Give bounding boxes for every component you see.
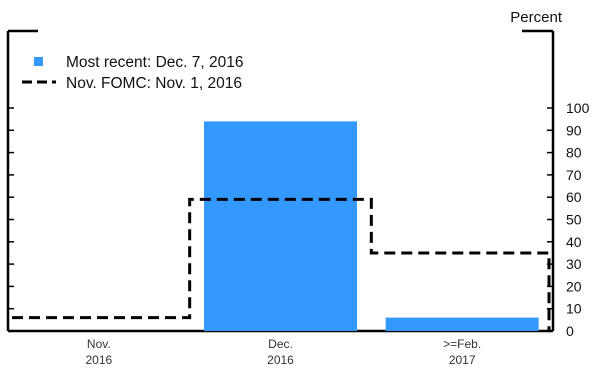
y-tick-label-0: 0 <box>566 323 574 339</box>
category-label-1-line-0: Dec. <box>268 337 293 351</box>
category-labels: Nov. 2016 Dec. 2016 >=Feb. 2017 <box>85 337 481 367</box>
y-tick-label-20: 20 <box>566 278 582 294</box>
legend-swatch-most-recent <box>34 57 43 66</box>
category-label-0-line-0: Nov. <box>87 337 111 351</box>
legend: Most recent: Dec. 7, 2016 Nov. FOMC: Nov… <box>22 54 243 92</box>
category-label-2-line-0: >=Feb. <box>443 337 481 351</box>
y-tick-label-60: 60 <box>566 189 582 205</box>
y-tick-label-90: 90 <box>566 122 582 138</box>
bar-2 <box>385 317 539 331</box>
category-label-1-line-1: 2016 <box>267 353 294 367</box>
y-tick-label-10: 10 <box>566 301 582 317</box>
legend-label-most-recent: Most recent: Dec. 7, 2016 <box>66 54 243 71</box>
right-axis-ticks: 0 10 20 30 40 50 60 70 80 90 100 <box>547 100 590 339</box>
y-tick-label-100: 100 <box>566 100 590 116</box>
step-series <box>12 197 551 331</box>
y-tick-label-40: 40 <box>566 234 582 250</box>
category-label-0-line-1: 2016 <box>85 353 112 367</box>
left-axis-ticks <box>8 107 14 310</box>
legend-label-nov-fomc: Nov. FOMC: Nov. 1, 2016 <box>66 75 242 92</box>
bar-1 <box>204 121 357 331</box>
y-tick-label-50: 50 <box>566 212 582 228</box>
y-axis-unit-label: Percent <box>510 9 563 26</box>
y-tick-label-70: 70 <box>566 167 582 183</box>
bars <box>204 121 539 331</box>
y-tick-label-30: 30 <box>566 256 582 272</box>
category-label-2-line-1: 2017 <box>449 353 476 367</box>
step-line-path <box>12 197 551 331</box>
y-tick-label-80: 80 <box>566 145 582 161</box>
